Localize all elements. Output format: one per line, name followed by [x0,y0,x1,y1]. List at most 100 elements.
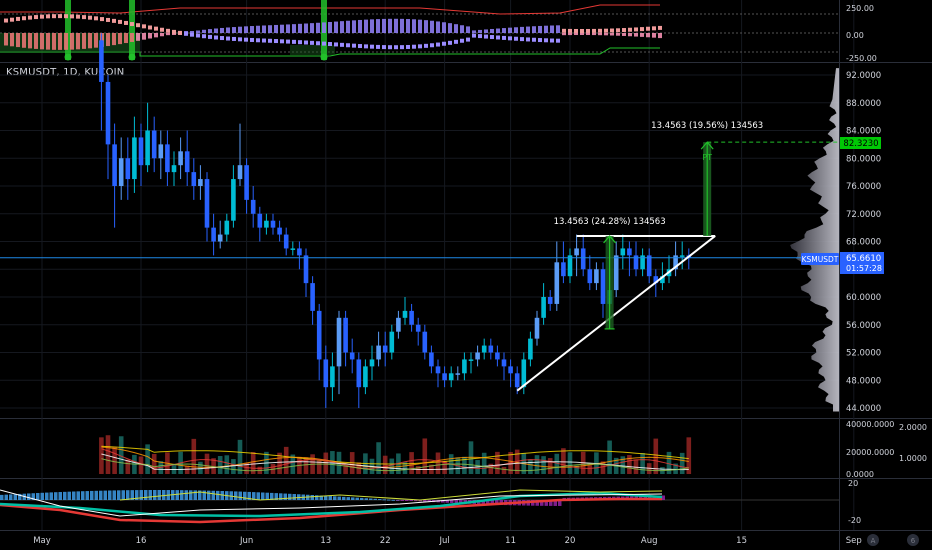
symbol-badge-text: KSMUSDT [802,255,839,264]
osc-hist-bar [310,23,314,33]
macd-axis: 20 -20 [848,479,861,525]
macd-hist-bar [459,500,463,504]
macd-hist-bar [535,500,539,506]
osc-point [400,45,404,50]
price-tick-label: 56.0000 [846,321,881,331]
macd-hist-bar [400,500,404,501]
osc-hist-bar [220,27,224,33]
macd-hist-bar [175,490,179,500]
macd-hist-bar [202,490,206,500]
osc-hist-bar [352,20,356,33]
osc-point [208,34,212,39]
osc-hist-bar [562,33,566,36]
time-tick-label: 13 [320,536,331,546]
macd-hist-bar [112,490,116,500]
macd-hist-bar [4,494,8,500]
volume-bar [415,466,421,474]
osc-hist-bar [286,24,290,33]
settings-icon[interactable] [907,534,919,546]
osc-hist-bar [208,29,212,33]
osc-point [16,16,20,21]
candle-body [455,373,461,375]
osc-hist-bar [244,26,248,33]
macd-hist-bar [481,500,485,505]
osc-hist-bar [484,29,488,33]
volume-indicator-line [101,458,689,472]
price-axis[interactable]: 92.0000 88.0000 84.0000 80.0000 76.0000 72.00… [846,71,881,414]
candle-body [297,248,302,256]
time-tick-label: Jun [239,536,253,546]
candle-body [303,255,309,284]
osc-hist-bar [532,26,536,33]
volume-bar [303,457,309,474]
osc-green-zone [290,45,335,55]
osc-point [268,38,272,43]
time-tick-label: 15 [736,536,747,546]
osc-point [220,36,224,41]
candle-body [534,317,540,339]
osc-hist-bar [634,33,638,37]
macd-hist-bar [94,490,98,500]
volume-tick-label: 20000.0000 [846,448,894,457]
macd-hist-bar [333,496,337,500]
osc-point [550,38,554,43]
osc-point [640,27,644,32]
osc-point [190,32,194,37]
auto-scale-icon[interactable] [867,534,879,546]
osc-hist-bar [376,19,380,33]
macd-hist-bar [414,500,418,502]
osc-point [154,26,158,31]
macd-hist-bar [76,491,80,500]
price-tick-label: 88.0000 [846,99,881,109]
candle-body [171,165,177,173]
osc-hist-bar [592,33,596,36]
osc-point [202,34,206,39]
osc-hist-bar [256,25,260,33]
measure-tools[interactable] [603,141,839,330]
time-axis[interactable]: May 16 Jun 13 22 Jul 11 20 Aug 15 Sep [33,536,862,546]
osc-point [598,28,602,33]
macd-hist-bar [72,491,76,500]
volume-bar [409,452,414,474]
osc-point [118,19,122,24]
osc-point [328,42,332,47]
osc-point [538,38,542,43]
volume-indicator-line [101,448,689,469]
osc-hist-bar [346,20,350,33]
volume-bar [514,449,520,474]
volume-bar [217,456,223,474]
volume-bar [316,460,322,474]
macd-tick-label: 20 [848,479,858,488]
osc-point [448,40,452,45]
osc-hist-bar [580,33,584,35]
time-tick-label: 22 [380,536,391,546]
osc-point [112,18,116,23]
osc-point [10,17,14,22]
macd-hist-bar [252,492,256,500]
candle-body [481,345,487,353]
osc-hist-bar [28,33,32,49]
macd-hist-bar [373,498,377,500]
osc-hist-bar [118,33,122,45]
footer-icons[interactable]: A 6 [867,534,919,546]
candle-body [363,366,368,388]
time-tick-label: 11 [505,536,516,546]
macd-hist-bar [13,494,17,500]
candle-body [224,220,230,235]
macd-hist-bar [139,490,143,500]
osc-point [442,41,446,46]
macd-hist-bar [216,490,220,500]
osc-hist-bar [196,30,200,33]
candle-body [283,234,289,249]
settings-label: 6 [911,537,916,545]
osc-point [322,41,326,46]
osc-point [658,25,662,30]
osc-point [454,39,458,44]
triangle-pattern[interactable] [516,234,716,392]
candle-body [462,359,467,374]
candle-body [310,283,315,311]
macd-hist-bar [180,490,184,500]
macd-hist-bar [157,490,161,500]
osc-point [622,28,626,33]
